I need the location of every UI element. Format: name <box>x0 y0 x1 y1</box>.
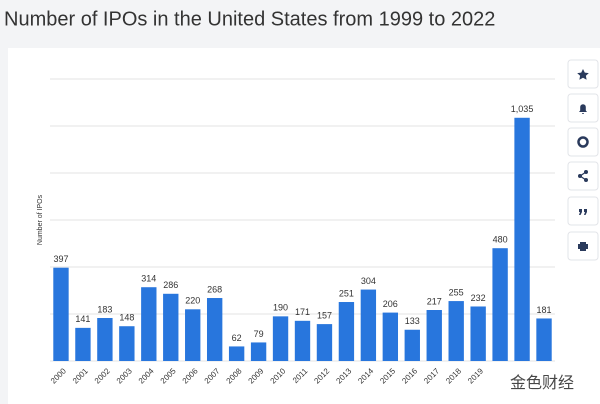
bar <box>492 248 508 361</box>
bar <box>163 293 179 361</box>
value-label: 268 <box>207 284 222 294</box>
share-icon <box>578 170 588 182</box>
bar <box>448 301 464 361</box>
bar <box>53 267 69 361</box>
bar <box>316 324 333 361</box>
bar <box>228 346 245 361</box>
bar <box>272 316 289 361</box>
settings-button[interactable] <box>567 127 599 157</box>
quote-icon <box>579 209 587 215</box>
watermark: 金色财经 <box>510 374 574 392</box>
bar <box>404 329 420 361</box>
cite-button[interactable] <box>567 196 599 226</box>
bar <box>97 317 113 361</box>
bar <box>470 306 486 361</box>
bar <box>382 312 399 361</box>
value-label: 79 <box>254 329 264 339</box>
bell-icon <box>579 104 587 114</box>
value-label: 190 <box>273 303 288 313</box>
bar <box>294 320 311 361</box>
value-label: 133 <box>405 316 420 326</box>
bar <box>119 326 135 361</box>
value-label: 217 <box>427 296 442 306</box>
value-label: 255 <box>449 287 464 297</box>
toolbar <box>567 59 599 261</box>
y-axis-label: Number of IPOs <box>37 194 44 245</box>
value-label: 183 <box>97 304 112 314</box>
value-label: 220 <box>185 296 200 306</box>
bar <box>360 289 377 361</box>
value-label: 232 <box>471 293 486 303</box>
bar <box>206 298 223 361</box>
chart-title: Number of IPOs in the United States from… <box>4 8 495 30</box>
share-button[interactable] <box>567 161 599 191</box>
value-label: 1,035 <box>511 104 534 114</box>
value-label: 480 <box>493 235 508 245</box>
star-icon <box>577 69 589 80</box>
value-label: 397 <box>53 254 68 264</box>
gear-icon <box>577 136 589 148</box>
bar <box>75 327 91 361</box>
value-label: 251 <box>339 288 354 298</box>
value-label: 206 <box>383 299 398 309</box>
value-label: 171 <box>295 307 310 317</box>
value-label: 314 <box>141 274 156 284</box>
bar <box>514 117 530 362</box>
value-label: 62 <box>232 333 242 343</box>
bar <box>338 302 355 361</box>
bar <box>536 318 552 361</box>
bar <box>426 310 442 361</box>
bar <box>250 342 267 361</box>
value-label: 141 <box>75 314 90 324</box>
value-label: 157 <box>317 310 332 320</box>
value-label: 148 <box>119 313 134 323</box>
value-label: 286 <box>163 280 178 290</box>
print-icon <box>578 242 588 251</box>
bar <box>141 287 157 361</box>
bar <box>185 309 201 361</box>
value-label: 181 <box>537 305 552 315</box>
value-label: 304 <box>361 276 376 286</box>
